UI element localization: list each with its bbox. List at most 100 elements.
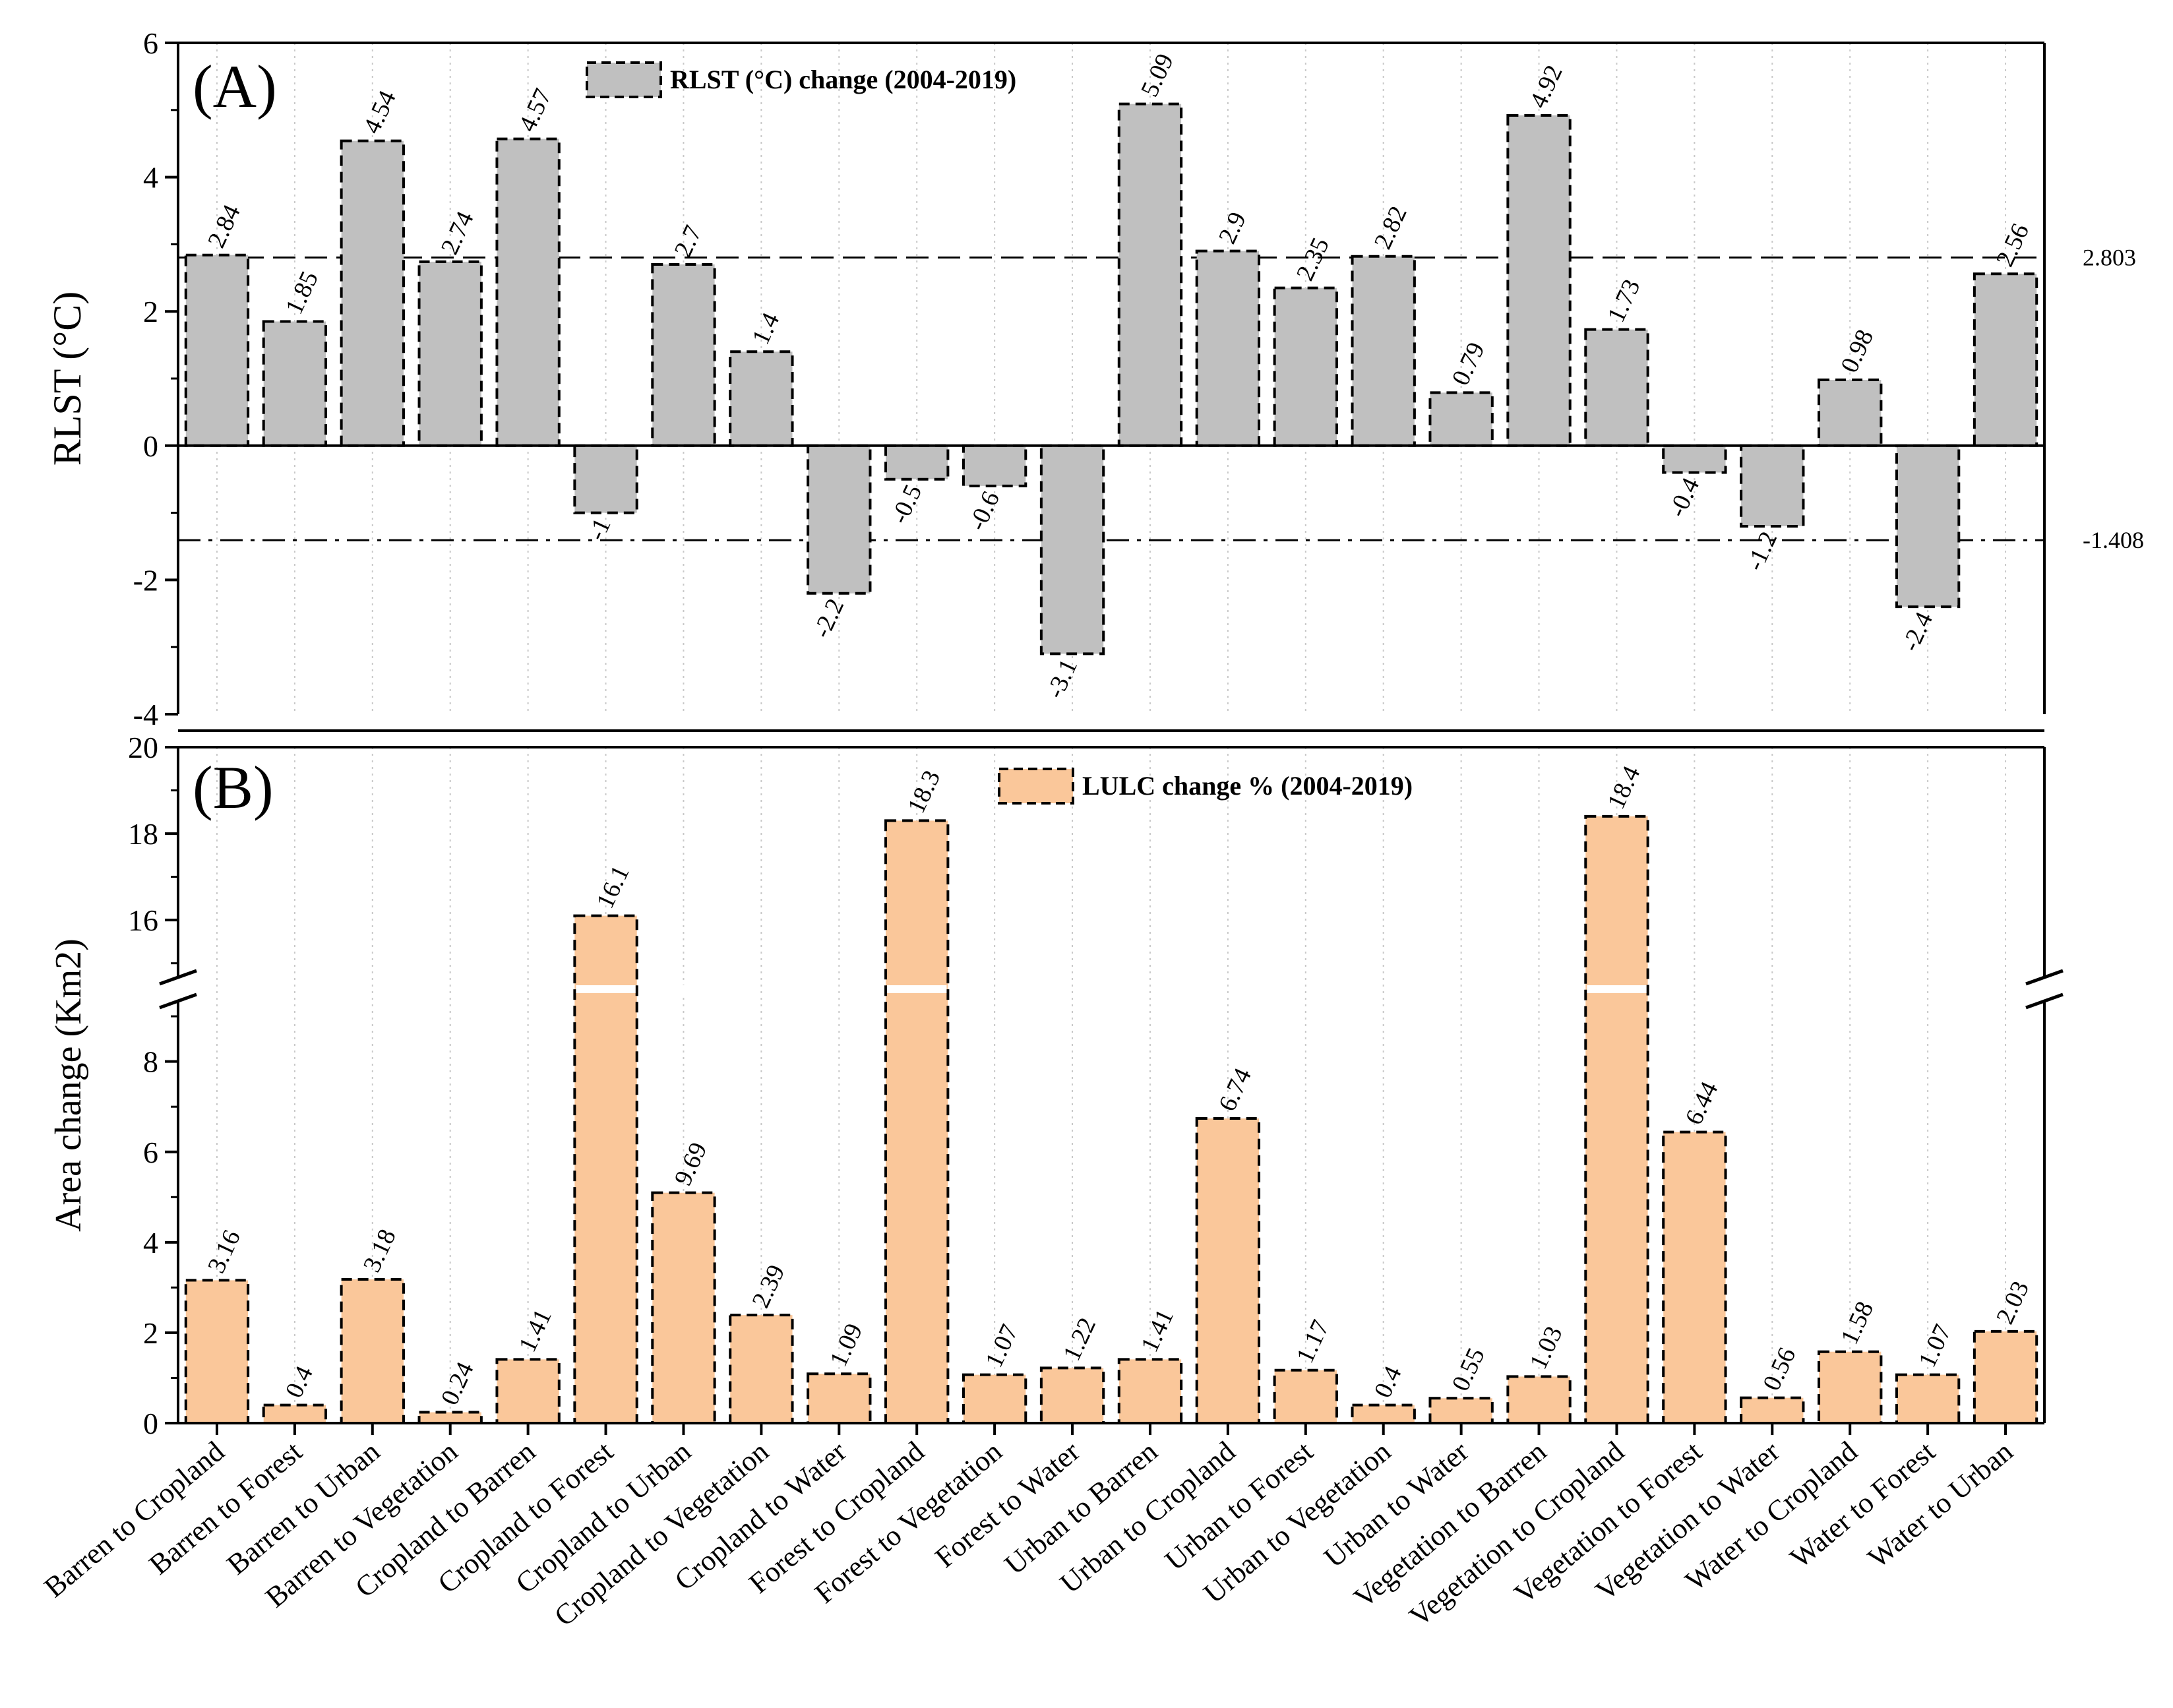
bar-a: [651, 262, 716, 447]
data-label-a: 0.79: [1447, 338, 1490, 390]
data-label-a: -3.1: [1041, 655, 1083, 702]
bar-b: [1428, 1397, 1494, 1424]
data-label-a: 5.09: [1136, 49, 1179, 101]
data-label-b: 18.4: [1602, 762, 1645, 813]
legend-swatch-a: [586, 61, 662, 98]
data-label-b: 1.41: [514, 1305, 557, 1357]
panel-label-b: (B): [193, 754, 274, 821]
bar-break-gap: [654, 985, 714, 993]
bar-a: [1195, 249, 1261, 447]
bar-b: [1662, 1130, 1727, 1424]
reference-lines-layer: 2.803 -1.408: [178, 244, 2144, 553]
data-label-b: 3.18: [358, 1225, 402, 1277]
bar-break-gap: [887, 985, 947, 993]
y-tick-label-b-upper: 16: [128, 903, 158, 937]
bar-a: [962, 444, 1027, 487]
legend-layer: RLST (°C) change (2004-2019) LULC change …: [586, 61, 1413, 805]
data-label-a: 1.4: [747, 309, 785, 349]
bar-break-gap: [576, 985, 636, 993]
bar-b: [807, 1372, 872, 1424]
data-label-b: 9.69: [669, 1138, 712, 1190]
data-label-a: -0.4: [1663, 473, 1705, 521]
data-label-a: 1.85: [280, 267, 324, 319]
bar-b: [1973, 1329, 2038, 1425]
data-label-a: 2.82: [1369, 202, 1413, 253]
bar-b: [1039, 1366, 1105, 1424]
data-label-b: 0.4: [1369, 1362, 1407, 1402]
y-tick-label-b: 0: [143, 1407, 158, 1440]
bar-a: [495, 137, 561, 447]
data-label-b: 6.74: [1213, 1064, 1257, 1115]
bar-b: [340, 1278, 405, 1424]
y-tick-label-b-upper: 18: [128, 817, 158, 851]
axis-break-mark: [159, 992, 197, 1010]
bar-b: [1895, 1373, 1961, 1424]
y-tick-label-a: 0: [143, 429, 158, 463]
data-label-b: 1.17: [1291, 1316, 1335, 1367]
y-axis-title-b: Area change (Km2): [48, 938, 89, 1232]
data-label-a: -2.2: [808, 594, 849, 642]
data-label-b: 18.3: [902, 766, 946, 818]
bar-b: [1351, 1403, 1416, 1424]
bar-a: [1351, 255, 1416, 447]
data-label-b: 0.55: [1447, 1344, 1490, 1395]
reference-line-label: 2.803: [2083, 244, 2136, 270]
bar-b: [262, 1403, 328, 1424]
bar-a: [1273, 286, 1338, 447]
y-tick-label-b: 4: [143, 1226, 158, 1260]
bar-b: [1740, 1396, 1805, 1425]
y-tick-label-a: 6: [143, 26, 158, 60]
bar-a: [1117, 102, 1183, 447]
bar-a: [1584, 328, 1649, 447]
data-label-a: 2.84: [202, 200, 246, 252]
data-label-b: 2.39: [747, 1261, 790, 1312]
grid-layer: [216, 43, 2007, 1423]
bar-break-gap: [1587, 985, 1647, 993]
data-label-a: 2.7: [669, 222, 707, 262]
data-label-b: 1.07: [1913, 1320, 1957, 1372]
data-label-a: 2.9: [1213, 208, 1252, 248]
bar-a: [729, 350, 794, 447]
data-label-b: 0.56: [1758, 1343, 1801, 1395]
legend-label-b: LULC change % (2004-2019): [1082, 771, 1413, 801]
bar-a: [573, 444, 638, 514]
bar-b: [417, 1411, 483, 1425]
axis-break-mark: [2025, 992, 2064, 1010]
data-label-b: 2.03: [1991, 1277, 2035, 1328]
bar-a: [1740, 444, 1805, 528]
data-label-a: 2.35: [1291, 233, 1335, 285]
data-label-a: -0.5: [886, 480, 927, 528]
bar-a: [807, 444, 872, 595]
panel-label-a: (A): [193, 53, 277, 120]
data-label-b: 1.22: [1058, 1314, 1101, 1365]
data-label-b: 6.44: [1680, 1078, 1723, 1129]
data-label-b: 1.07: [980, 1320, 1024, 1372]
bar-a: [340, 139, 405, 447]
data-label-a: 4.92: [1525, 61, 1568, 112]
bar-b: [184, 1279, 250, 1424]
bar-b: [651, 1191, 716, 1424]
bar-b: [884, 819, 950, 1425]
bar-a: [1662, 444, 1727, 474]
bar-b: [1117, 1358, 1183, 1424]
legend-swatch-b: [998, 768, 1074, 805]
y-tick-label-b: 8: [143, 1045, 158, 1079]
frame-layer: [159, 42, 2064, 1424]
bar-a: [184, 253, 250, 447]
data-label-a: -1.2: [1741, 528, 1783, 575]
data-label-b: 3.16: [202, 1226, 246, 1277]
y-tick-label-a: -4: [133, 698, 158, 731]
data-label-b: 1.58: [1835, 1297, 1879, 1349]
bar-b: [1506, 1375, 1572, 1425]
bars-layer: [184, 102, 2038, 1425]
data-label-b: 16.1: [592, 861, 635, 913]
data-label-a: 2.74: [436, 207, 479, 259]
bar-a: [262, 320, 328, 447]
data-label-b: 1.41: [1136, 1305, 1179, 1357]
reference-line-label: -1.408: [2083, 527, 2144, 553]
bar-b: [495, 1358, 561, 1424]
data-label-b: 0.4: [280, 1362, 319, 1402]
bar-b: [729, 1314, 794, 1425]
data-label-b: 1.09: [824, 1320, 868, 1371]
bar-a: [1428, 391, 1494, 447]
